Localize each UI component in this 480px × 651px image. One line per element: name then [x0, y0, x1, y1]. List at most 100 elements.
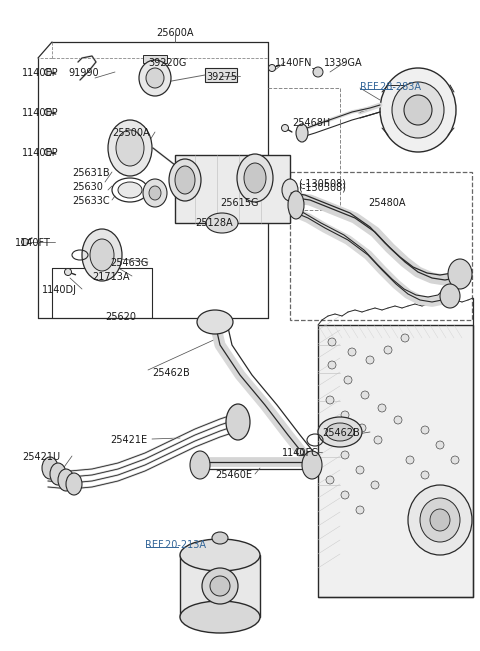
Ellipse shape — [421, 471, 429, 479]
Ellipse shape — [344, 376, 352, 384]
Ellipse shape — [116, 130, 144, 166]
Text: 25468H: 25468H — [292, 118, 330, 128]
Text: 25630: 25630 — [72, 182, 103, 192]
Ellipse shape — [212, 532, 228, 544]
Text: 1140EP: 1140EP — [22, 68, 59, 78]
Ellipse shape — [302, 451, 322, 479]
Ellipse shape — [210, 576, 230, 596]
Ellipse shape — [440, 284, 460, 308]
Text: 25421U: 25421U — [22, 452, 60, 462]
Ellipse shape — [90, 239, 114, 271]
Ellipse shape — [356, 466, 364, 474]
Text: 25462B: 25462B — [152, 368, 190, 378]
Text: REF.28-283A: REF.28-283A — [360, 82, 421, 92]
Text: 25615G: 25615G — [220, 198, 259, 208]
Ellipse shape — [169, 159, 201, 201]
Ellipse shape — [45, 68, 51, 76]
Ellipse shape — [326, 423, 354, 441]
Ellipse shape — [421, 426, 429, 434]
Ellipse shape — [341, 491, 349, 499]
Ellipse shape — [296, 124, 308, 142]
Text: 25620: 25620 — [105, 312, 136, 322]
Bar — [180, 555, 260, 617]
Text: 1140FC: 1140FC — [282, 448, 319, 458]
Ellipse shape — [118, 182, 142, 198]
Ellipse shape — [244, 163, 266, 193]
Ellipse shape — [146, 68, 164, 88]
Ellipse shape — [206, 213, 238, 233]
Text: 25128A: 25128A — [195, 218, 233, 228]
Text: 25460E: 25460E — [215, 470, 252, 480]
Ellipse shape — [394, 416, 402, 424]
Ellipse shape — [318, 417, 362, 447]
Bar — [318, 325, 473, 597]
Ellipse shape — [356, 506, 364, 514]
Ellipse shape — [451, 501, 459, 509]
Bar — [205, 68, 237, 82]
Ellipse shape — [366, 356, 374, 364]
Ellipse shape — [45, 148, 51, 156]
Ellipse shape — [384, 346, 392, 354]
Bar — [143, 55, 167, 63]
Text: 25463G: 25463G — [110, 258, 148, 268]
Ellipse shape — [380, 68, 456, 152]
Ellipse shape — [202, 568, 238, 604]
Text: 25500A: 25500A — [112, 128, 150, 138]
Text: 25480A: 25480A — [368, 198, 406, 208]
Text: 25462B: 25462B — [322, 428, 360, 438]
Ellipse shape — [358, 424, 366, 432]
Text: 1140FN: 1140FN — [275, 58, 312, 68]
Ellipse shape — [420, 498, 460, 542]
Ellipse shape — [404, 95, 432, 125]
Ellipse shape — [326, 436, 334, 444]
Ellipse shape — [237, 154, 273, 202]
Text: 39275: 39275 — [206, 72, 237, 82]
Text: REF.20-213A: REF.20-213A — [144, 540, 205, 550]
Bar — [290, 172, 472, 320]
Text: 91990: 91990 — [68, 68, 98, 78]
Ellipse shape — [378, 404, 386, 412]
Ellipse shape — [82, 229, 122, 281]
Ellipse shape — [451, 456, 459, 464]
Ellipse shape — [190, 451, 210, 479]
Ellipse shape — [341, 411, 349, 419]
Text: 1140DJ: 1140DJ — [42, 285, 77, 295]
Ellipse shape — [436, 441, 444, 449]
Ellipse shape — [226, 404, 250, 440]
Ellipse shape — [401, 334, 409, 342]
Ellipse shape — [143, 179, 167, 207]
Ellipse shape — [328, 338, 336, 346]
Ellipse shape — [448, 259, 472, 289]
Text: 1339GA: 1339GA — [324, 58, 362, 68]
Ellipse shape — [50, 463, 66, 485]
Ellipse shape — [436, 486, 444, 494]
Ellipse shape — [22, 238, 28, 245]
Text: 1140EP: 1140EP — [22, 148, 59, 158]
Ellipse shape — [45, 109, 51, 115]
Text: 21713A: 21713A — [92, 272, 130, 282]
Bar — [175, 155, 290, 223]
Ellipse shape — [408, 485, 472, 555]
Ellipse shape — [361, 391, 369, 399]
Ellipse shape — [149, 186, 161, 200]
Ellipse shape — [281, 124, 288, 132]
Ellipse shape — [288, 191, 304, 219]
Ellipse shape — [371, 481, 379, 489]
Ellipse shape — [175, 166, 195, 194]
Ellipse shape — [313, 67, 323, 77]
Ellipse shape — [180, 601, 260, 633]
Ellipse shape — [197, 310, 233, 334]
Ellipse shape — [392, 82, 444, 138]
Ellipse shape — [430, 509, 450, 531]
Ellipse shape — [326, 476, 334, 484]
Text: 25421E: 25421E — [110, 435, 147, 445]
Text: 1140FT: 1140FT — [15, 238, 51, 248]
Ellipse shape — [139, 60, 171, 96]
Ellipse shape — [180, 539, 260, 571]
Ellipse shape — [108, 120, 152, 176]
Ellipse shape — [66, 473, 82, 495]
Text: (-130508): (-130508) — [298, 178, 346, 188]
Ellipse shape — [64, 268, 72, 275]
Ellipse shape — [328, 361, 336, 369]
Ellipse shape — [297, 449, 303, 456]
